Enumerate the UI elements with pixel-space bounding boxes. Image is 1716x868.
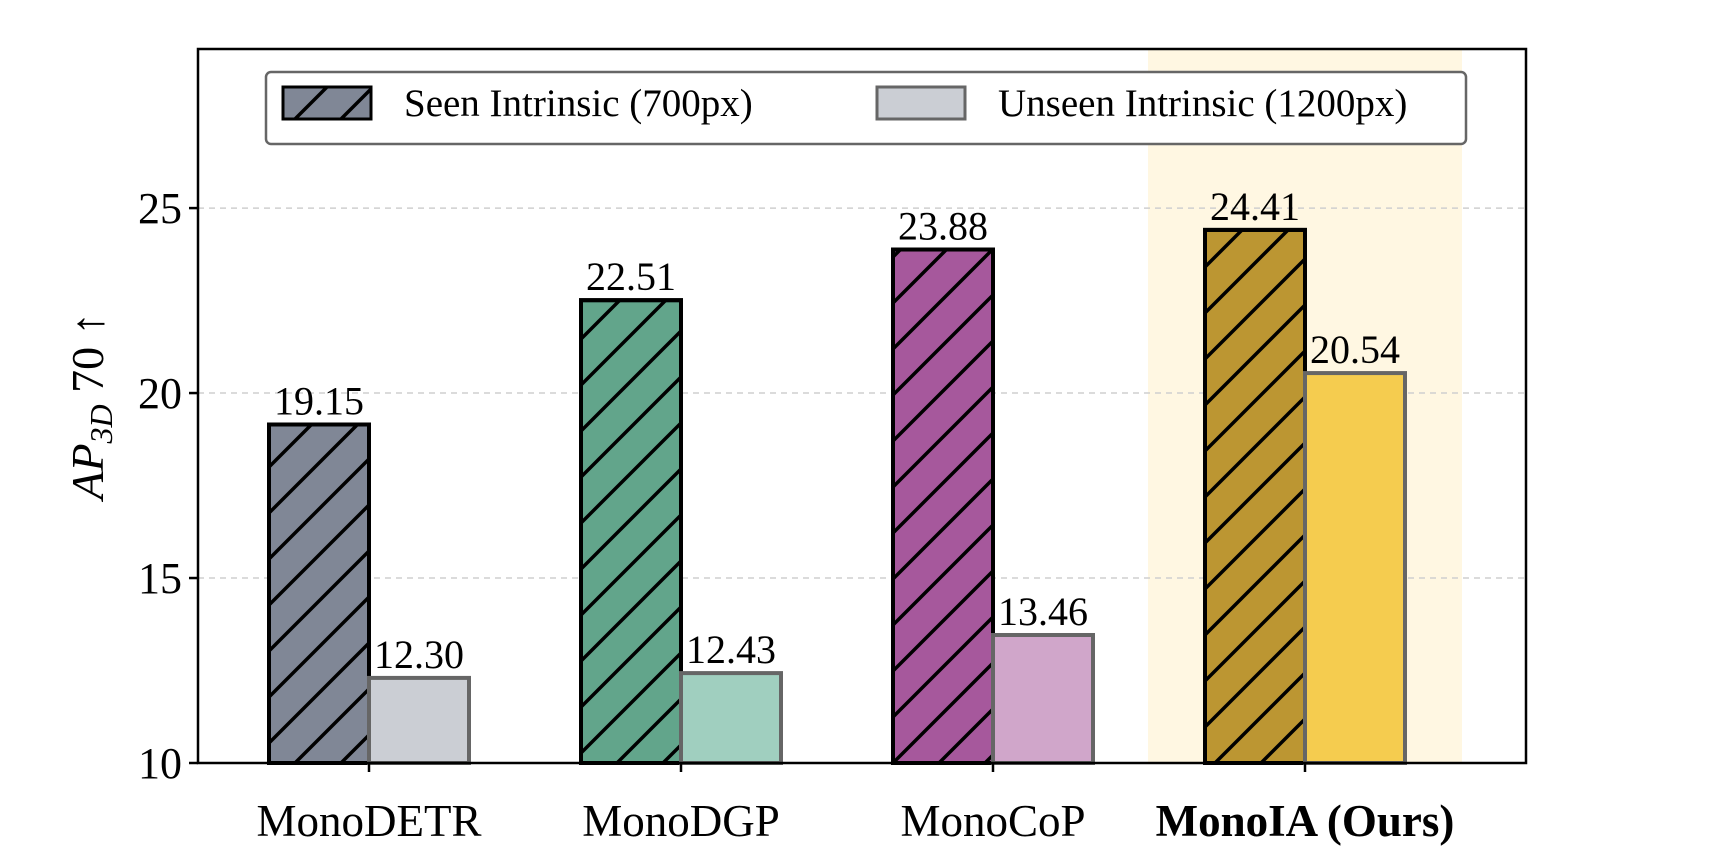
value-label-unseen-monodgp: 12.43 — [686, 627, 776, 672]
bar-seen-monoia-ours-hatch — [1203, 227, 1307, 765]
bar-seen-monodetr-hatch — [267, 422, 371, 765]
x-tick-label-monodgp: MonoDGP — [582, 796, 780, 846]
legend-box — [264, 70, 1468, 146]
value-label-unseen-monoia-ours: 20.54 — [1310, 327, 1400, 372]
bar-seen-monodgp-hatch — [579, 298, 683, 765]
legend-swatch-unseen — [875, 85, 967, 121]
y-axis-label: AP3D 70 ↑ — [62, 312, 119, 502]
y-tick-label-25: 25 — [138, 184, 182, 233]
plot-frame — [196, 47, 1528, 765]
y-tick-label-15: 15 — [138, 554, 182, 603]
bar-seen-monocop-hatch — [891, 247, 995, 766]
value-label-unseen-monocop: 13.46 — [998, 589, 1088, 634]
legend: Seen Intrinsic (700px) Unseen Intrinsic … — [264, 70, 1468, 146]
bar-unseen-monodgp — [679, 671, 783, 766]
legend-label-seen: Seen Intrinsic (700px) — [404, 82, 753, 125]
legend-swatch-seen-hatch — [283, 87, 371, 119]
value-label-seen-monodetr: 19.15 — [274, 378, 364, 423]
x-tick-label-monocop: MonoCoP — [900, 796, 1085, 846]
value-label-seen-monoia-ours: 24.41 — [1210, 184, 1300, 229]
value-label-unseen-monodetr: 12.30 — [374, 632, 464, 677]
legend-label-unseen: Unseen Intrinsic (1200px) — [998, 82, 1407, 125]
y-tick-label-20: 20 — [138, 369, 182, 418]
bar-unseen-monocop — [991, 632, 1095, 765]
x-tick-label-monoia-ours: MonoIA (Ours) — [1156, 796, 1455, 846]
x-tick-label-monodetr: MonoDETR — [257, 796, 482, 846]
bar-unseen-monodetr — [367, 675, 471, 766]
y-tick-label-10: 10 — [138, 739, 182, 788]
value-label-seen-monodgp: 22.51 — [586, 254, 676, 299]
value-label-seen-monocop: 23.88 — [898, 204, 988, 249]
bar-unseen-monoia-ours — [1303, 371, 1407, 765]
